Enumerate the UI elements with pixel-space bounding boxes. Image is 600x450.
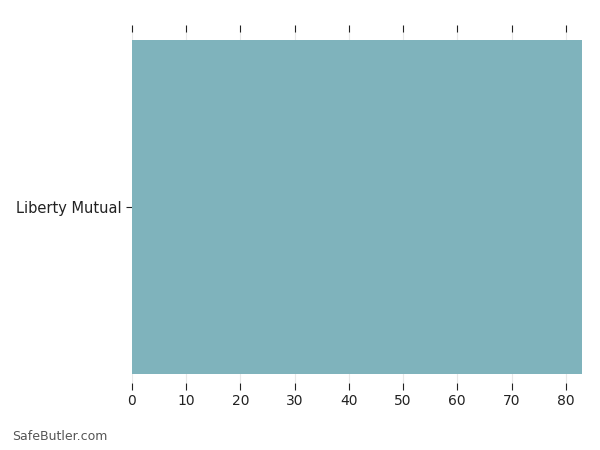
Text: SafeButler.com: SafeButler.com — [12, 430, 107, 443]
